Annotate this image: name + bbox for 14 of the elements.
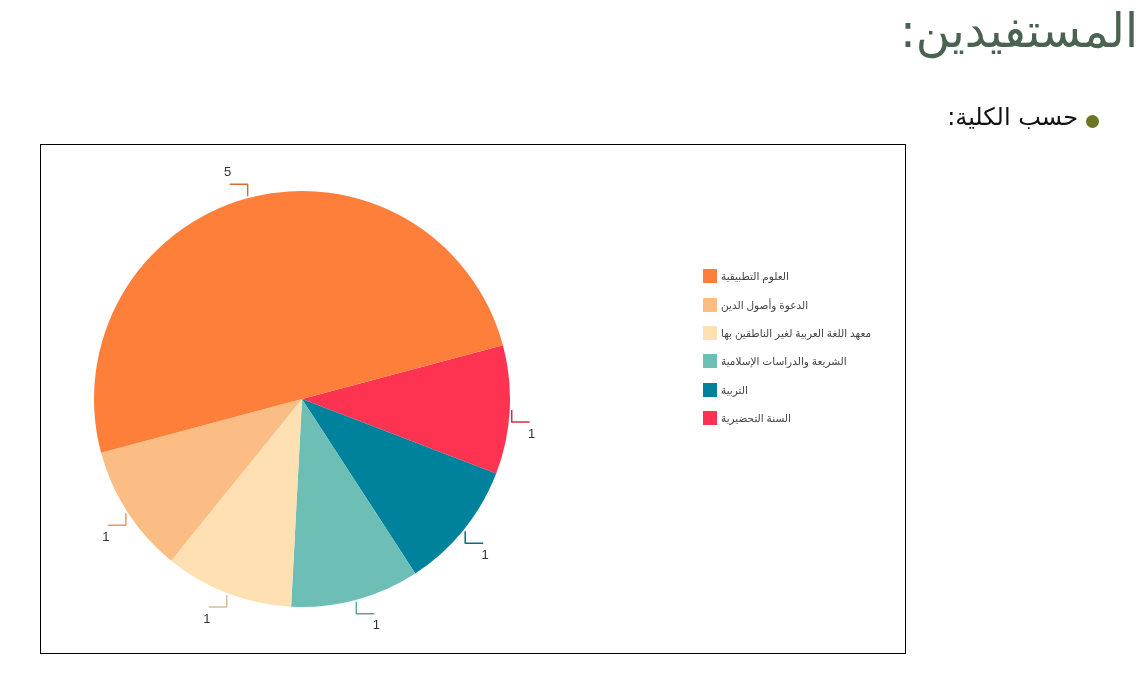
data-label: 5 (224, 163, 232, 179)
data-label: 1 (528, 425, 536, 441)
legend-label: السنة التحضيرية (721, 412, 791, 425)
legend-label: الدعوة وأصول الدين (721, 298, 809, 311)
data-label: 1 (481, 546, 489, 562)
legend-label: التربية (721, 383, 748, 396)
data-label: 1 (372, 617, 380, 633)
text: المستفيدين: (900, 3, 1138, 60)
legend-label: معهد اللغة العربية لغير الناطقين بها (721, 326, 872, 339)
legend-label: العلوم التطبيقية (721, 270, 789, 283)
data-label: 1 (203, 610, 211, 626)
legend-label: الشريعة والدراسات الإسلامية (721, 355, 847, 368)
text: حسب الكلية: (947, 102, 1078, 133)
data-label: 1 (102, 528, 110, 544)
